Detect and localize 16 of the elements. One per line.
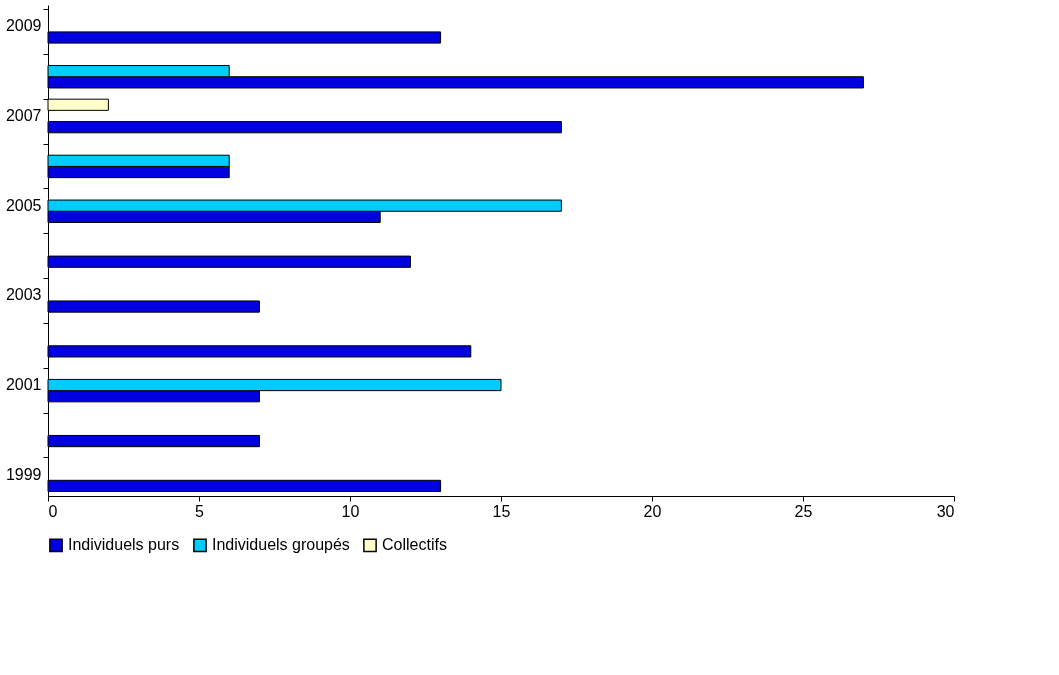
x-tick-label: 30 — [936, 502, 955, 520]
y-tick-label: 2003 — [5, 286, 42, 304]
x-tick-label: 5 — [195, 502, 205, 520]
y-tick-label: 2001 — [5, 376, 42, 394]
legend-label: Individuels purs — [68, 536, 180, 554]
x-tick-label: 25 — [794, 502, 813, 520]
x-tick-label: 15 — [492, 502, 511, 520]
y-tick-label: 2009 — [5, 17, 42, 35]
x-tick-label: 20 — [643, 502, 662, 520]
y-tick-label: 2007 — [5, 106, 42, 124]
x-tick-label: 10 — [341, 502, 360, 520]
y-tick-label: 1999 — [5, 465, 42, 483]
legend-label: Individuels groupés — [212, 536, 350, 554]
legend-label: Collectifs — [382, 536, 447, 554]
y-tick-label: 2005 — [5, 196, 42, 214]
x-tick-label: 0 — [48, 502, 58, 520]
